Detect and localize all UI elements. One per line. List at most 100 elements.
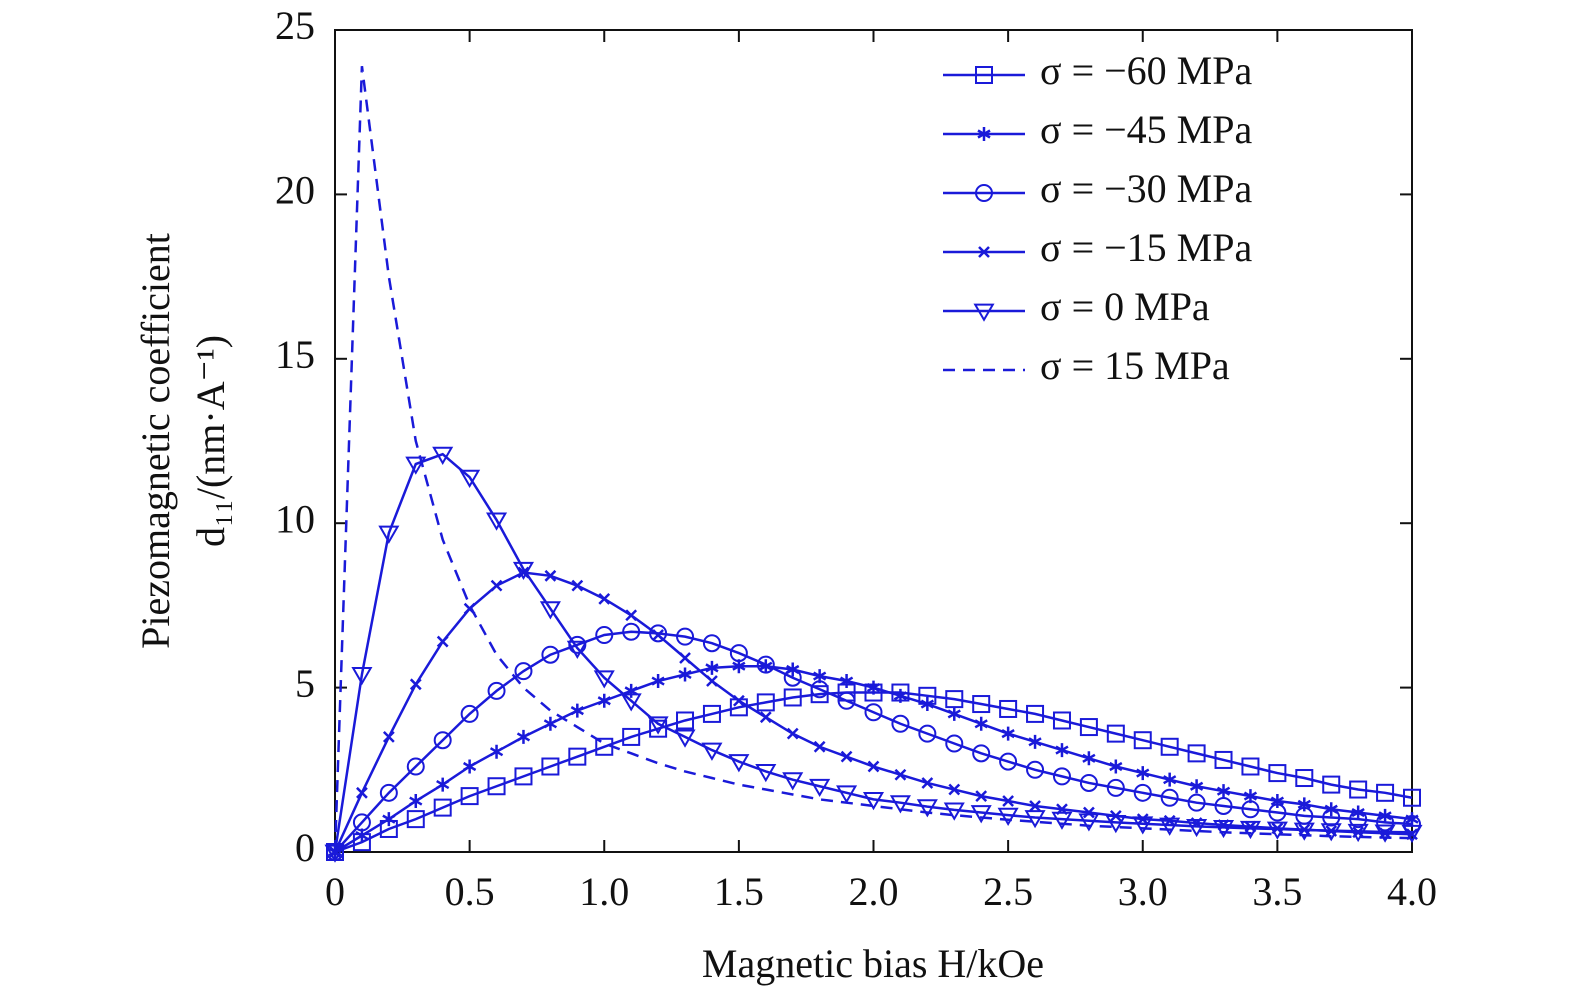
marker: [379, 783, 398, 802]
marker: [1160, 737, 1179, 756]
marker: [651, 674, 665, 689]
marker: [918, 724, 937, 743]
marker: [622, 622, 641, 641]
legend-marker: [977, 127, 991, 141]
marker: [862, 791, 885, 811]
marker: [810, 685, 829, 704]
marker: [1160, 788, 1179, 807]
marker: [729, 644, 748, 663]
legend-label: σ = −15 MPa: [1040, 225, 1252, 270]
marker: [460, 787, 479, 806]
marker: [839, 674, 854, 689]
marker: [624, 683, 638, 698]
marker: [382, 812, 396, 827]
marker: [486, 512, 508, 531]
y-tick-label: 10: [275, 496, 315, 541]
marker: [1293, 822, 1315, 841]
marker: [1024, 810, 1046, 829]
marker: [436, 635, 449, 648]
plot-frame: [334, 29, 1413, 853]
marker: [1270, 794, 1285, 809]
marker: [782, 772, 804, 791]
marker: [732, 694, 745, 707]
y-tick-label: 20: [275, 168, 315, 213]
marker: [999, 699, 1018, 718]
marker: [701, 742, 723, 761]
marker: [972, 744, 991, 763]
marker: [1055, 743, 1069, 758]
marker: [598, 592, 611, 605]
marker: [436, 777, 450, 792]
marker: [433, 798, 452, 817]
marker: [1349, 780, 1368, 799]
marker: [1026, 760, 1045, 779]
marker: [647, 716, 669, 735]
marker: [1214, 750, 1233, 769]
marker: [728, 754, 750, 773]
legend-label: σ = −30 MPa: [1040, 166, 1252, 211]
marker: [975, 790, 988, 802]
marker: [382, 731, 395, 743]
marker: [1106, 724, 1125, 743]
marker: [405, 456, 427, 475]
marker: [514, 767, 533, 786]
marker: [1376, 783, 1395, 802]
y-axis-label: d₁₁/(nm·A⁻¹): [188, 335, 233, 547]
marker: [755, 764, 777, 783]
marker: [1028, 734, 1042, 749]
legend-label: σ = −45 MPa: [1040, 107, 1252, 152]
marker: [997, 807, 1019, 826]
marker: [676, 627, 695, 646]
marker: [889, 795, 911, 814]
marker: [649, 624, 668, 643]
x-axis-label: Magnetic bias H/kOe: [702, 941, 1044, 986]
marker: [489, 744, 504, 759]
x-tick-label: 2.5: [983, 869, 1033, 914]
marker: [487, 777, 506, 796]
marker: [1133, 731, 1152, 750]
marker: [1109, 759, 1123, 774]
marker: [1297, 797, 1311, 812]
x-tick-label: 3.0: [1118, 869, 1168, 914]
marker: [1268, 764, 1287, 783]
marker: [1266, 821, 1288, 840]
marker: [783, 668, 802, 687]
marker: [541, 757, 560, 776]
marker: [459, 469, 481, 488]
y-tick-label: 25: [275, 3, 315, 48]
legend-marker: [978, 246, 990, 258]
marker: [462, 759, 477, 774]
marker: [593, 670, 615, 689]
marker: [1133, 783, 1152, 802]
marker: [840, 750, 853, 763]
legend-marker: [975, 184, 993, 202]
marker: [1322, 775, 1341, 794]
marker: [945, 734, 964, 753]
marker: [490, 579, 503, 592]
marker: [1189, 779, 1204, 794]
marker: [625, 609, 638, 622]
marker: [920, 697, 934, 712]
marker: [702, 704, 721, 723]
x-tick-label: 3.5: [1252, 869, 1302, 914]
marker: [1052, 711, 1071, 730]
marker: [1239, 820, 1261, 840]
marker: [705, 660, 719, 675]
marker: [837, 691, 856, 710]
marker: [756, 693, 775, 712]
marker: [756, 655, 775, 674]
marker: [620, 693, 642, 712]
marker: [568, 747, 587, 766]
marker: [810, 680, 829, 699]
marker: [487, 681, 506, 700]
y-tick-label: 0: [295, 825, 315, 870]
marker: [352, 813, 371, 832]
marker: [1132, 816, 1154, 835]
marker: [1378, 808, 1392, 823]
marker: [813, 740, 826, 753]
marker: [1351, 805, 1365, 820]
marker: [1078, 813, 1100, 832]
marker: [1187, 793, 1206, 812]
marker: [1216, 784, 1231, 799]
